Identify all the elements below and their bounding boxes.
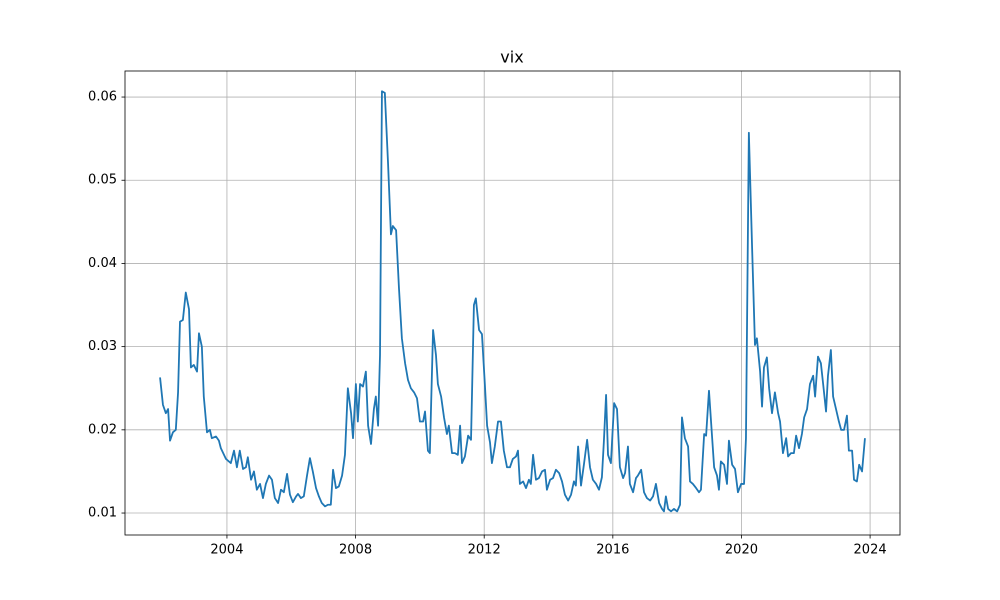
x-tick-label: 2024: [854, 543, 887, 558]
data-line: [159, 90, 866, 513]
x-tick-label: 2020: [725, 543, 758, 558]
x-tick-label: 2008: [339, 543, 372, 558]
chart-title: vix: [500, 48, 523, 67]
y-tick-label: 0.03: [88, 339, 117, 354]
plot-frame: [124, 70, 901, 536]
y-tick-label: 0.05: [88, 173, 117, 188]
y-tick-label: 0.06: [88, 90, 117, 105]
y-tick-label: 0.01: [88, 506, 117, 521]
x-tick-label: 2012: [468, 543, 501, 558]
y-tick-label: 0.02: [88, 422, 117, 437]
x-tick-label: 2016: [596, 543, 629, 558]
x-tick-label: 2004: [210, 543, 243, 558]
y-tick-label: 0.04: [88, 256, 117, 271]
